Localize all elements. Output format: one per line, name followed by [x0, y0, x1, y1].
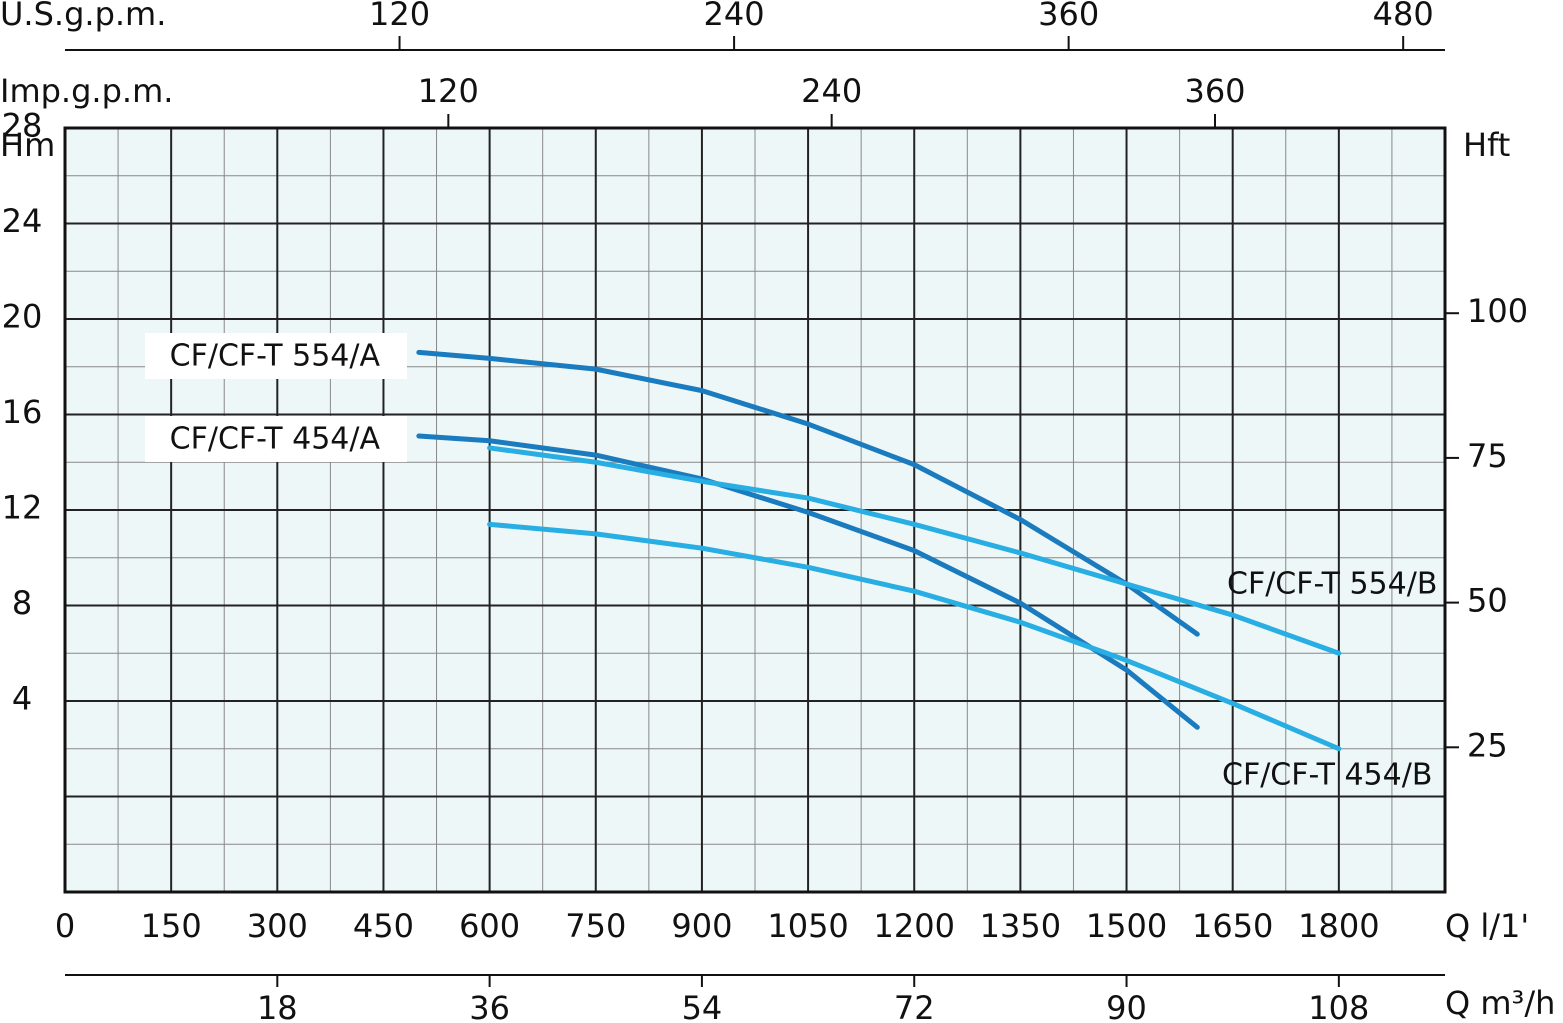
- y-tick-label: 20: [2, 298, 43, 336]
- x-tick-label: 0: [55, 907, 75, 945]
- label-background: [145, 333, 407, 379]
- axis-tick-label: 36: [469, 989, 510, 1023]
- axis-tick-label: 240: [704, 0, 765, 33]
- pump-curve: [487, 521, 1342, 752]
- axis-tick-label: 120: [418, 72, 479, 110]
- axis-tick-label: 480: [1373, 0, 1434, 33]
- y-tick-label: 4: [12, 680, 32, 718]
- label-background: [145, 416, 407, 462]
- x-tick-label: 900: [671, 907, 732, 945]
- y2-tick-label: 25: [1467, 726, 1508, 764]
- axis-title: Imp.g.p.m.: [0, 72, 173, 110]
- y2-tick-label: 100: [1467, 292, 1528, 330]
- x-axis-title: Q l/1': [1445, 907, 1529, 945]
- curve-label: CF/CF-T 454/B: [1222, 758, 1432, 793]
- curve-label: CF/CF-T 554/A: [170, 339, 381, 374]
- x-tick-label: 1350: [980, 907, 1061, 945]
- x-tick-label: 300: [247, 907, 308, 945]
- pump-curve: [416, 349, 1200, 637]
- axis-tick-label: 72: [894, 989, 935, 1023]
- axis-tick-label: 360: [1184, 72, 1245, 110]
- axis-tick-label: 54: [682, 989, 723, 1023]
- curve-label: CF/CF-T 554/B: [1227, 567, 1437, 602]
- x-tick-label: 750: [565, 907, 626, 945]
- axis-tick-label: 120: [369, 0, 430, 33]
- x-tick-label: 1200: [874, 907, 955, 945]
- x-tick-label: 1650: [1192, 907, 1273, 945]
- y-tick-label: 28: [2, 107, 43, 145]
- x-tick-label: 450: [353, 907, 414, 945]
- x-tick-label: 600: [459, 907, 520, 945]
- y-axis-title: Hm: [0, 126, 55, 164]
- axis-tick-label: 108: [1308, 989, 1369, 1023]
- x-tick-label: 1500: [1086, 907, 1167, 945]
- y2-tick-label: 75: [1467, 437, 1508, 475]
- axis-title: U.S.g.p.m.: [0, 0, 166, 33]
- axis-tick-label: 18: [257, 989, 298, 1023]
- axis-title: Q m³/h: [1445, 984, 1555, 1022]
- x-tick-label: 1800: [1298, 907, 1379, 945]
- pump-curve: [487, 445, 1342, 656]
- axis-tick-label: 360: [1038, 0, 1099, 33]
- axis-tick-label: 240: [801, 72, 862, 110]
- y2-tick-label: 50: [1467, 582, 1508, 620]
- x-tick-label: 150: [141, 907, 202, 945]
- y2-axis-title: Hft: [1463, 126, 1510, 164]
- plot-border: [63, 126, 1447, 894]
- y-tick-label: 8: [12, 584, 32, 622]
- y-tick-label: 16: [2, 393, 43, 431]
- y-tick-label: 12: [2, 489, 43, 527]
- axis-tick-label: 90: [1106, 989, 1147, 1023]
- y-tick-label: 24: [2, 202, 43, 240]
- curve-label: CF/CF-T 454/A: [170, 422, 381, 457]
- x-tick-label: 1050: [767, 907, 848, 945]
